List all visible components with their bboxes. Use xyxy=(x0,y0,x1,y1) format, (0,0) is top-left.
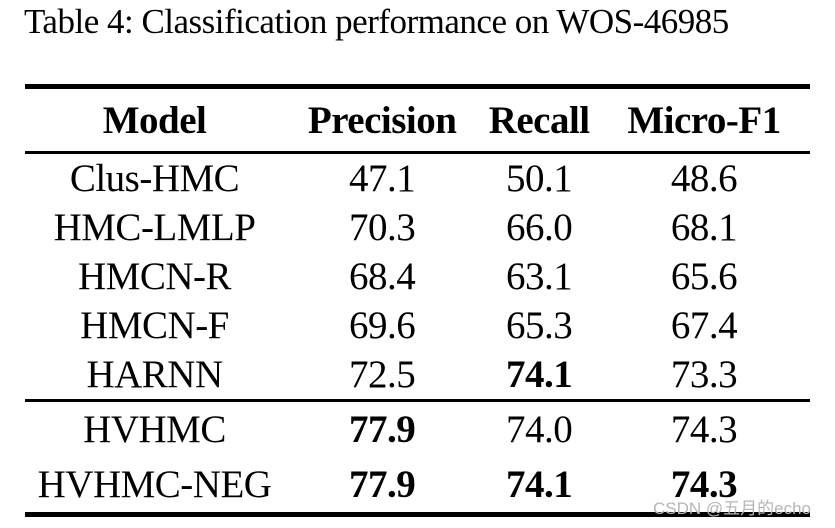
precision-cell: 77.9 xyxy=(349,463,416,506)
recall-cell: 50.1 xyxy=(506,157,573,200)
table-row: Clus-HMC 47.1 50.1 48.6 xyxy=(25,153,810,204)
table-row: HARNN 72.5 74.1 73.3 xyxy=(25,350,810,401)
micro-f1-cell: 67.4 xyxy=(670,304,738,347)
column-header-precision: Precision xyxy=(307,98,457,142)
recall-cell: 74.0 xyxy=(506,408,573,451)
table-row: HVHMC-NEG 77.9 74.1 74.3 xyxy=(25,457,810,515)
model-cell: HMC-LMLP xyxy=(53,206,256,249)
table-caption: Table 4: Classification performance on W… xyxy=(24,2,729,41)
micro-f1-cell: 48.6 xyxy=(670,157,738,200)
proposed-method-rows: HVHMC 77.9 74.0 74.3 HVHMC-NEG 77.9 74.1… xyxy=(25,401,810,515)
header-row: Model Precision Recall Micro-F1 xyxy=(25,87,810,153)
recall-cell: 65.3 xyxy=(506,304,573,347)
table-row: HMCN-R 68.4 63.1 65.6 xyxy=(25,252,810,301)
precision-cell: 72.5 xyxy=(349,353,416,396)
model-cell: Clus-HMC xyxy=(69,157,240,200)
micro-f1-cell: 74.3 xyxy=(670,463,738,506)
model-cell: HARNN xyxy=(86,353,223,396)
micro-f1-cell: 65.6 xyxy=(670,255,738,298)
model-cell: HVHMC xyxy=(83,408,226,451)
model-cell: HMCN-R xyxy=(78,255,232,298)
column-header-micro-f1: Micro-F1 xyxy=(627,98,781,142)
baseline-rows: Clus-HMC 47.1 50.1 48.6 HMC-LMLP 70.3 66… xyxy=(25,153,810,401)
micro-f1-cell: 73.3 xyxy=(670,353,738,396)
precision-cell: 69.6 xyxy=(349,304,416,347)
table-row: HMCN-F 69.6 65.3 67.4 xyxy=(25,301,810,350)
csdn-watermark: CSDN @五月的echo xyxy=(652,499,811,518)
results-table: Model Precision Recall Micro-F1 Clus-HMC… xyxy=(25,84,810,517)
table-header: Model Precision Recall Micro-F1 xyxy=(25,87,810,153)
table-row: HMC-LMLP 70.3 66.0 68.1 xyxy=(25,203,810,252)
precision-cell: 77.9 xyxy=(349,408,416,451)
model-cell: HMCN-F xyxy=(80,304,229,347)
recall-cell: 74.1 xyxy=(506,353,573,396)
recall-cell: 66.0 xyxy=(506,206,573,249)
micro-f1-cell: 68.1 xyxy=(670,206,738,249)
recall-cell: 74.1 xyxy=(506,463,573,506)
recall-cell: 63.1 xyxy=(506,255,573,298)
column-header-model: Model xyxy=(102,98,207,142)
micro-f1-cell: 74.3 xyxy=(670,408,738,451)
precision-cell: 47.1 xyxy=(349,157,416,200)
model-cell: HVHMC-NEG xyxy=(37,463,272,506)
precision-cell: 68.4 xyxy=(349,255,416,298)
results-table-container: Model Precision Recall Micro-F1 Clus-HMC… xyxy=(25,84,810,517)
precision-cell: 70.3 xyxy=(349,206,416,249)
table-row: HVHMC 77.9 74.0 74.3 xyxy=(25,401,810,458)
column-header-recall: Recall xyxy=(488,98,590,142)
